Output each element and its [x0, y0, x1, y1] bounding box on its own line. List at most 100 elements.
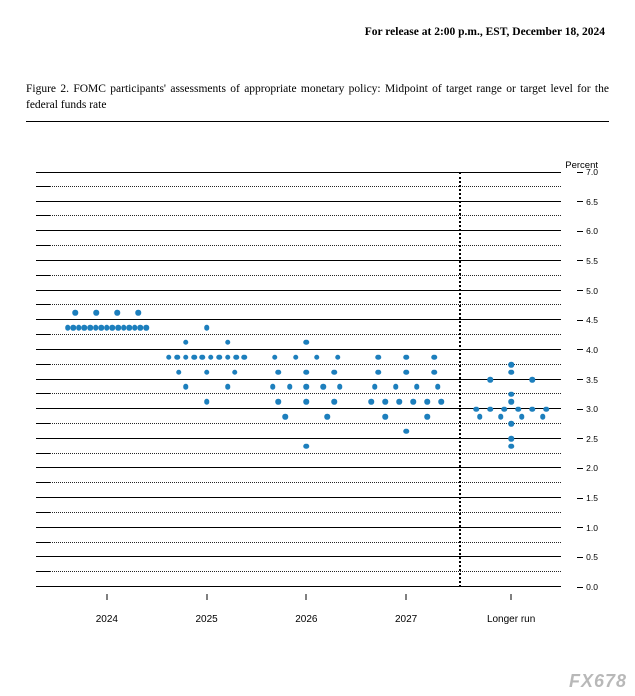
x-category-label: 2024 [96, 614, 118, 625]
gridline-left-dash [36, 527, 50, 528]
dot-plot-chart: Percent 0.00.51.01.52.02.53.03.54.04.55.… [36, 150, 598, 604]
ytick: 4.0 [577, 345, 598, 355]
gridline-left-dash [36, 275, 50, 276]
ytick-label: 3.0 [586, 404, 598, 414]
dot [208, 355, 214, 361]
figure-caption: Figure 2. FOMC participants' assessments… [26, 82, 609, 113]
dot [508, 362, 514, 368]
caption-rule [26, 121, 609, 122]
gridline-left-dash [36, 290, 50, 291]
dot [143, 325, 149, 331]
gridline-row [36, 497, 561, 498]
x-category-label: Longer run [487, 614, 535, 625]
ytick-mark [577, 290, 583, 291]
gridline-row [36, 304, 561, 305]
ytick-mark [577, 527, 583, 528]
ytick: 3.0 [577, 404, 598, 414]
y-axis: 0.00.51.01.52.02.53.03.54.04.55.05.56.06… [561, 172, 598, 587]
release-header: For release at 2:00 p.m., EST, December … [365, 26, 605, 38]
gridline-row [36, 349, 561, 350]
dot [403, 355, 409, 361]
ytick: 6.5 [577, 197, 598, 207]
x-category-label: 2026 [295, 614, 317, 625]
ytick-mark [577, 260, 583, 261]
dot [477, 414, 483, 420]
gridline-left-dash [36, 215, 50, 216]
dot [183, 355, 189, 361]
dot [136, 310, 142, 316]
dot [382, 414, 388, 420]
xtick-mark [106, 594, 107, 600]
xtick-mark [306, 594, 307, 600]
ytick-label: 4.5 [586, 315, 598, 325]
dot [183, 384, 189, 390]
gridline-left-dash [36, 334, 50, 335]
ytick-mark [577, 201, 583, 202]
dot [519, 414, 525, 420]
dot [283, 414, 289, 420]
dot [487, 377, 493, 383]
dot [508, 399, 514, 405]
dot [287, 384, 293, 390]
dot [325, 414, 331, 420]
dot [270, 384, 276, 390]
x-category-label: 2027 [395, 614, 417, 625]
ytick-mark [577, 231, 583, 232]
ytick: 0.5 [577, 552, 598, 562]
dot [204, 369, 210, 375]
dot [515, 406, 521, 412]
ytick-label: 0.0 [586, 582, 598, 592]
dot [166, 355, 172, 361]
gridline-left-dash [36, 260, 50, 261]
ytick-mark [577, 379, 583, 380]
gridline-row [36, 334, 561, 335]
ytick-label: 7.0 [586, 167, 598, 177]
dot [396, 399, 402, 405]
gridline-left-dash [36, 423, 50, 424]
longer-run-separator [459, 172, 461, 587]
ytick: 6.0 [577, 226, 598, 236]
ytick: 3.5 [577, 375, 598, 385]
dot [191, 355, 197, 361]
dot [94, 310, 100, 316]
gridline-left-dash [36, 556, 50, 557]
dot [501, 406, 507, 412]
gridline-row [36, 556, 561, 557]
dot [276, 399, 282, 405]
dot [304, 340, 310, 346]
gridline-left-dash [36, 453, 50, 454]
dot [508, 392, 514, 398]
dot [204, 325, 210, 331]
ytick-mark [577, 320, 583, 321]
dot [242, 355, 248, 361]
gridline-row [36, 482, 561, 483]
ytick: 2.0 [577, 463, 598, 473]
ytick-label: 1.0 [586, 523, 598, 533]
ytick-label: 3.5 [586, 375, 598, 385]
dot [332, 399, 338, 405]
gridline-row [36, 571, 561, 572]
gridline-left-dash [36, 497, 50, 498]
gridline-left-dash [36, 304, 50, 305]
ytick-mark [577, 349, 583, 350]
dot [393, 384, 399, 390]
dot [508, 421, 514, 427]
dot [304, 369, 310, 375]
ytick-mark [577, 409, 583, 410]
gridline-row [36, 319, 561, 320]
gridline-left-dash [36, 467, 50, 468]
gridline-row [36, 290, 561, 291]
dot [498, 414, 504, 420]
dot [183, 340, 189, 346]
gridline-row [36, 379, 561, 380]
dot [174, 355, 180, 361]
gridline-row [36, 393, 561, 394]
dot [204, 399, 210, 405]
dot [225, 340, 231, 346]
gridline-left-dash [36, 512, 50, 513]
dot [314, 355, 320, 361]
dot [435, 384, 441, 390]
dot [508, 443, 514, 449]
dot [543, 406, 549, 412]
gridline-left-dash [36, 364, 50, 365]
